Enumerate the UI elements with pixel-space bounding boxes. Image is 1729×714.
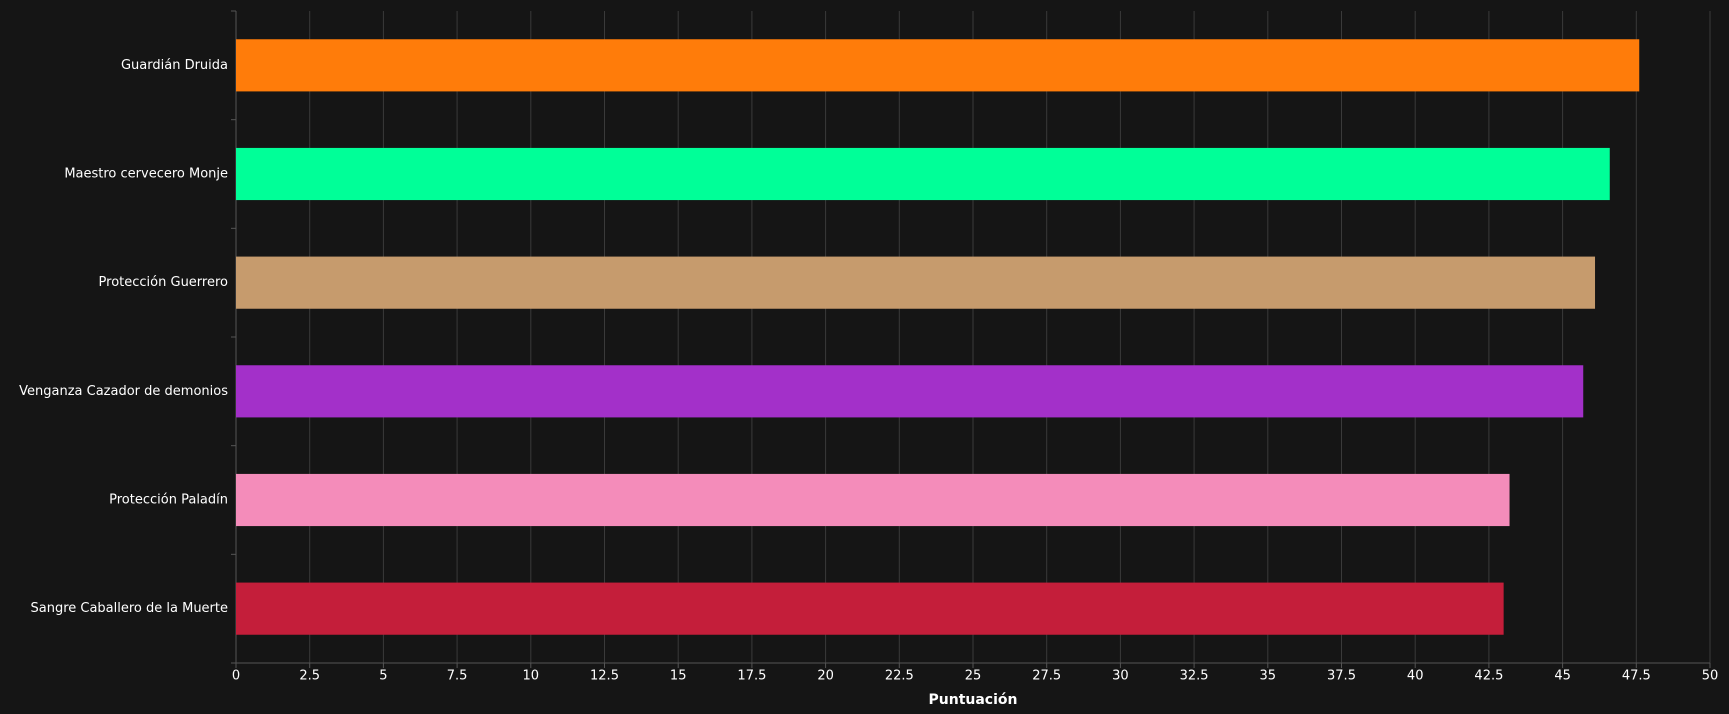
y-tick-label: Protección Guerrero — [99, 275, 228, 290]
x-tick-label: 0 — [232, 669, 240, 684]
y-tick-label: Guardián Druida — [121, 58, 228, 73]
x-tick-label: 7.5 — [447, 669, 468, 684]
x-tick-label: 17.5 — [737, 669, 766, 684]
x-tick-label: 2.5 — [299, 669, 320, 684]
x-tick-label: 20 — [817, 669, 834, 684]
bar — [236, 256, 1596, 309]
x-tick-label: 30 — [1112, 669, 1129, 684]
x-axis-title: Puntuación — [929, 692, 1018, 708]
x-tick-label: 47.5 — [1622, 669, 1651, 684]
x-tick-label: 35 — [1260, 669, 1277, 684]
y-tick-label: Protección Paladín — [109, 493, 228, 508]
x-tick-label: 32.5 — [1180, 669, 1209, 684]
x-tick-label: 42.5 — [1474, 669, 1503, 684]
x-tick-label: 22.5 — [885, 669, 914, 684]
y-tick-label: Sangre Caballero de la Muerte — [30, 601, 228, 616]
y-tick-label: Venganza Cazador de demonios — [19, 384, 228, 399]
x-tick-label: 50 — [1702, 669, 1719, 684]
y-tick-label: Maestro cervecero Monje — [64, 167, 228, 182]
bar — [236, 39, 1640, 92]
bar — [236, 365, 1584, 418]
x-tick-label: 5 — [379, 669, 387, 684]
bar — [236, 147, 1610, 201]
x-tick-label: 40 — [1407, 669, 1424, 684]
x-tick-label: 25 — [965, 669, 982, 684]
x-tick-label: 45 — [1554, 669, 1571, 684]
x-tick-label: 37.5 — [1327, 669, 1356, 684]
bar — [236, 582, 1504, 635]
x-tick-label: 12.5 — [590, 669, 619, 684]
x-tick-label: 10 — [523, 669, 540, 684]
x-tick-label: 27.5 — [1032, 669, 1061, 684]
x-tick-label: 15 — [670, 669, 687, 684]
bar — [236, 473, 1510, 527]
